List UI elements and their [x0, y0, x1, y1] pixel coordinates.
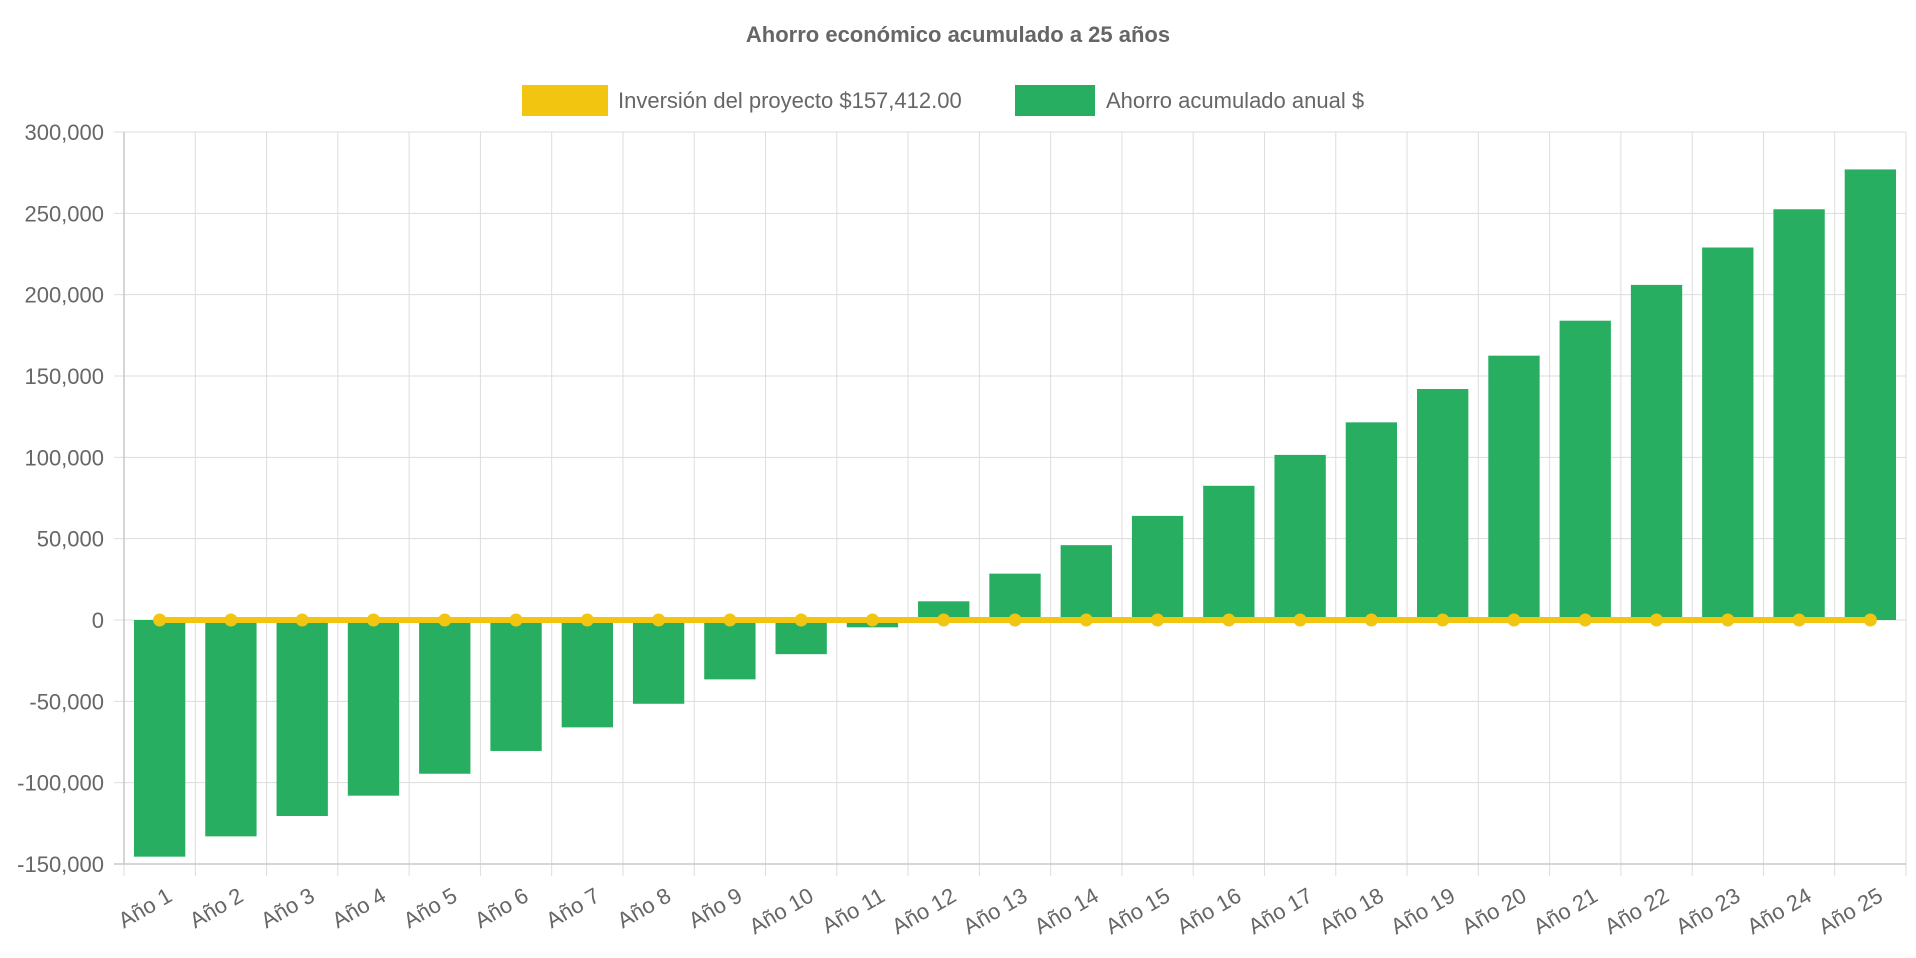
y-tick-label: 50,000 [37, 527, 104, 552]
investment-point[interactable] [438, 613, 452, 627]
investment-point[interactable] [509, 613, 523, 627]
y-tick-label: 100,000 [24, 445, 104, 470]
x-tick-label: Año 22 [1600, 883, 1673, 940]
legend-label-savings: Ahorro acumulado anual $ [1106, 88, 1364, 113]
chart-title: Ahorro económico acumulado a 25 años [746, 22, 1170, 47]
y-tick-label: 0 [92, 608, 104, 633]
savings-bar[interactable] [419, 620, 471, 774]
investment-point[interactable] [937, 613, 951, 627]
x-axis: Año 1 Año 2 Año 3 Año 4 Año 5 Año 6 Año 7 Año 8… [114, 863, 1906, 940]
x-tick-label: Año 9 [684, 883, 746, 933]
x-tick-label: Año 19 [1386, 883, 1459, 940]
x-tick-label: Año 17 [1244, 883, 1317, 940]
x-tick-label: Año 21 [1529, 883, 1602, 940]
savings-bar[interactable] [276, 620, 328, 817]
x-tick-label: Año 20 [1458, 883, 1531, 940]
x-tick-label: Año 11 [817, 883, 888, 939]
savings-bar[interactable] [1203, 485, 1255, 620]
savings-bar[interactable] [989, 573, 1041, 620]
savings-bar[interactable] [632, 620, 685, 704]
x-tick-label: Año 5 [399, 883, 461, 933]
investment-point[interactable] [153, 613, 167, 627]
x-tick-label: Año 16 [1172, 883, 1245, 940]
savings-bar[interactable] [1488, 355, 1540, 620]
investment-point[interactable] [723, 613, 737, 627]
y-tick-label: 300,000 [24, 120, 104, 145]
x-tick-label: Año 7 [542, 883, 604, 933]
x-tick-label: Año 12 [887, 883, 960, 940]
x-tick-label: Año 23 [1671, 883, 1744, 940]
investment-point[interactable] [295, 613, 309, 627]
x-tick-label: Año 15 [1101, 883, 1174, 940]
legend-item-investment[interactable]: Inversión del proyecto $157,412.00 [522, 85, 962, 116]
savings-bar[interactable] [1345, 422, 1398, 620]
x-tick-label: Año 3 [256, 883, 318, 933]
investment-point[interactable] [224, 613, 238, 627]
investment-point[interactable] [652, 613, 666, 627]
investment-line [153, 613, 1877, 627]
y-tick-label: -50,000 [29, 689, 104, 714]
x-tick-label: Año 10 [745, 883, 818, 940]
legend-swatch-investment [522, 85, 608, 116]
y-tick-label: 200,000 [24, 283, 104, 308]
savings-bar[interactable] [1702, 247, 1754, 620]
investment-point[interactable] [1079, 613, 1093, 627]
savings-bar[interactable] [1060, 545, 1112, 620]
y-tick-label: -150,000 [17, 852, 104, 877]
savings-bar[interactable] [1274, 454, 1326, 620]
savings-bars [133, 169, 1897, 857]
investment-point[interactable] [1721, 613, 1735, 627]
investment-point[interactable] [794, 613, 808, 627]
x-tick-label: Año 1 [114, 883, 176, 933]
x-tick-label: Año 2 [185, 883, 247, 933]
y-axis: 300,000 250,000 200,000 150,000 100,000 50,00… [17, 120, 125, 877]
y-tick-label: 250,000 [24, 201, 104, 226]
legend-item-savings[interactable]: Ahorro acumulado anual $ [1015, 85, 1364, 116]
savings-bar[interactable] [918, 601, 970, 620]
legend-label-investment: Inversión del proyecto $157,412.00 [618, 88, 962, 113]
investment-point[interactable] [1151, 613, 1165, 627]
investment-point[interactable] [1863, 613, 1877, 627]
investment-point[interactable] [1222, 613, 1236, 627]
savings-bar[interactable] [1630, 284, 1683, 620]
savings-bar[interactable] [1559, 320, 1611, 620]
grid [114, 131, 1907, 876]
investment-point[interactable] [580, 613, 594, 627]
savings-bar[interactable] [1131, 515, 1184, 620]
investment-point[interactable] [1792, 613, 1806, 627]
x-tick-label: Año 4 [328, 883, 390, 933]
legend[interactable]: Inversión del proyecto $157,412.00 Ahorr… [522, 85, 1364, 116]
investment-point[interactable] [865, 613, 879, 627]
savings-bar[interactable] [1844, 169, 1897, 620]
investment-point[interactable] [1008, 613, 1022, 627]
y-tick-label: 150,000 [24, 364, 104, 389]
investment-point[interactable] [1436, 613, 1450, 627]
savings-bar[interactable] [1417, 389, 1469, 620]
x-tick-label: Año 24 [1743, 883, 1816, 940]
x-tick-label: Año 8 [613, 883, 675, 933]
investment-point[interactable] [1650, 613, 1664, 627]
x-tick-label: Año 14 [1030, 883, 1103, 940]
investment-point[interactable] [1293, 613, 1307, 627]
savings-bar[interactable] [704, 620, 756, 680]
investment-point[interactable] [1507, 613, 1521, 627]
savings-bar[interactable] [347, 620, 400, 796]
x-tick-label: Año 13 [959, 883, 1032, 940]
savings-bar[interactable] [561, 620, 613, 728]
x-tick-label: Año 25 [1814, 883, 1887, 940]
legend-swatch-savings [1015, 85, 1095, 116]
investment-point[interactable] [1364, 613, 1378, 627]
savings-bar[interactable] [205, 620, 257, 837]
investment-point[interactable] [1578, 613, 1592, 627]
savings-bar[interactable] [490, 620, 542, 751]
savings-bar[interactable] [1773, 209, 1825, 620]
x-tick-label: Año 18 [1315, 883, 1388, 940]
y-tick-label: -100,000 [17, 771, 104, 796]
savings-bar[interactable] [133, 620, 186, 857]
investment-point[interactable] [366, 613, 380, 627]
x-tick-label: Año 6 [470, 883, 532, 933]
